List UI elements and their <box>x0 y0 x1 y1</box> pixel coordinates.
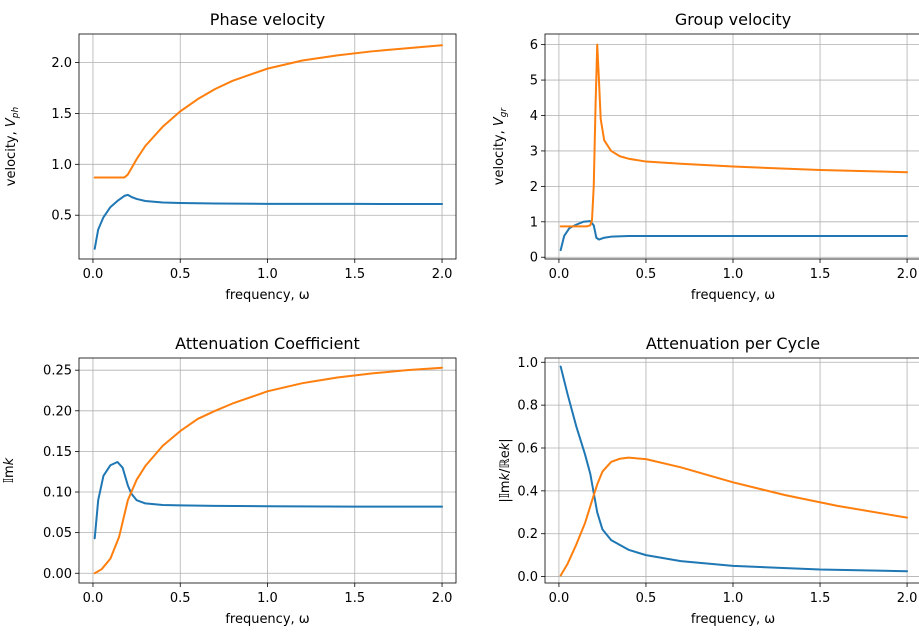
y-tick-label: 1.0 <box>51 158 72 173</box>
x-tick-label: 1.5 <box>810 591 831 606</box>
y-axis-label: velocity, Vgr <box>492 107 509 186</box>
x-axis-label: frequency, ω <box>225 288 309 303</box>
y-tick-label: 1 <box>530 215 538 230</box>
x-tick-label: 0.0 <box>83 591 104 606</box>
x-tick-label: 0.0 <box>549 267 570 282</box>
y-tick-label: 1.5 <box>51 107 72 122</box>
x-tick-label: 2.0 <box>897 591 918 606</box>
y-axis-label-part: |𝕀m <box>498 480 513 502</box>
y-tick-label: 5 <box>530 74 538 89</box>
y-tick-label: 3 <box>530 144 538 159</box>
x-axis-label: frequency, ω <box>225 612 309 627</box>
y-axis-label: 𝕀mk <box>2 457 17 483</box>
y-tick-label: 0.10 <box>43 486 72 501</box>
y-axis-label-part: velocity, <box>492 126 507 185</box>
y-axis-label: velocity, Vph <box>4 107 21 187</box>
chart-title: Group velocity <box>675 10 791 29</box>
y-axis-label-part: | <box>498 438 513 442</box>
y-tick-label: 0.25 <box>43 364 72 379</box>
y-tick-label: 0.0 <box>517 570 538 585</box>
series-line-2 <box>93 366 444 575</box>
x-tick-label: 0.5 <box>636 267 657 282</box>
y-tick-label: 2.0 <box>51 56 72 71</box>
y-tick-label: 0.00 <box>43 567 72 582</box>
x-tick-label: 1.5 <box>810 267 831 282</box>
chart-title: Attenuation Coefficient <box>175 334 360 353</box>
x-tick-label: 2.0 <box>432 267 453 282</box>
y-tick-label: 4 <box>530 109 538 124</box>
x-tick-label: 2.0 <box>897 267 918 282</box>
y-tick-label: 0 <box>530 251 538 266</box>
y-tick-label: 6 <box>530 38 538 53</box>
x-tick-label: 1.5 <box>344 591 365 606</box>
y-tick-label: 0.05 <box>43 526 72 541</box>
subplot-3: 0.0 0.5 1.0 1.5 2.0 0.00 0.05 0.10 0.15 0.20 0.25 A… <box>2 334 457 627</box>
x-tick-label: 0.5 <box>170 591 191 606</box>
y-tick-label: 2 <box>530 180 538 195</box>
x-axis-label: frequency, ω <box>691 612 775 627</box>
x-tick-label: 2.0 <box>432 591 453 606</box>
series-line-1 <box>93 193 444 250</box>
series-line-1 <box>559 365 909 573</box>
x-tick-label: 0.0 <box>83 267 104 282</box>
axes-frame <box>544 357 919 584</box>
axes-frame <box>544 33 919 260</box>
x-axis-label: frequency, ω <box>691 288 775 303</box>
x-tick-label: 1.0 <box>257 591 278 606</box>
y-tick-label: 0.6 <box>517 442 538 457</box>
y-axis-label-part: k <box>498 472 513 480</box>
y-axis-label-part: velocity, <box>4 127 19 186</box>
y-axis-label-part: k <box>498 442 513 450</box>
series-line-2 <box>93 44 444 179</box>
y-tick-label: 0.15 <box>43 445 72 460</box>
y-tick-label: 0.4 <box>517 484 538 499</box>
x-tick-label: 0.5 <box>170 267 191 282</box>
y-tick-label: 0.8 <box>517 399 538 414</box>
subplot-2: 0.0 0.5 1.0 1.5 2.0 0 1 2 3 4 5 6 Group velocity freq… <box>492 10 919 303</box>
y-tick-label: 0.2 <box>517 527 538 542</box>
x-tick-label: 1.0 <box>723 267 744 282</box>
y-axis-label-part: /ℝe <box>498 450 513 473</box>
y-tick-label: 0.5 <box>51 209 72 224</box>
series-line-2 <box>559 456 909 577</box>
y-tick-label: 0.20 <box>43 404 72 419</box>
series-line-1 <box>559 220 909 252</box>
y-axis-label-part: V <box>4 117 19 127</box>
subplot-4: 0.0 0.5 1.0 1.5 2.0 0.0 0.2 0.4 0.6 0.8 1.0 Attenua… <box>498 334 919 627</box>
chart-title: Phase velocity <box>210 10 325 29</box>
x-tick-label: 0.5 <box>636 591 657 606</box>
chart-title: Attenuation per Cycle <box>646 334 820 353</box>
x-tick-label: 1.5 <box>344 267 365 282</box>
x-tick-label: 1.0 <box>723 591 744 606</box>
x-tick-label: 1.0 <box>257 267 278 282</box>
y-axis-label-part: gr <box>499 107 509 118</box>
y-axis-label-part: ph <box>11 107 21 120</box>
y-tick-label: 1.0 <box>517 356 538 371</box>
x-tick-label: 0.0 <box>549 591 570 606</box>
y-axis-label: |𝕀mk/ℝek| <box>498 438 513 502</box>
y-axis-label-part: k <box>2 457 17 465</box>
series-line-1 <box>93 460 444 540</box>
series-line-2 <box>559 43 909 228</box>
y-axis-label-part: 𝕀m <box>2 465 17 483</box>
y-axis-label-part: V <box>492 116 507 126</box>
subplot-1: 0.0 0.5 1.0 1.5 2.0 0.5 1.0 1.5 2.0 Phase velocit… <box>4 10 457 303</box>
